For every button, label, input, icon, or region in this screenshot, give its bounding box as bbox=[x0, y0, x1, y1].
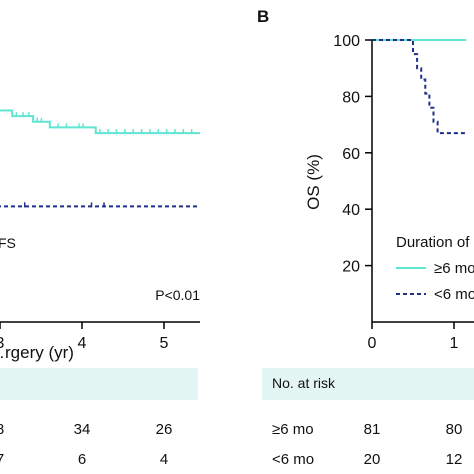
panel-a-risk-value: 6 bbox=[78, 451, 86, 468]
panel-b-y-axis-label: OS (%) bbox=[304, 154, 323, 210]
panel-b-legend-title: Duration of bbox=[396, 234, 470, 251]
panel-b-y-tick-label: 60 bbox=[342, 146, 360, 163]
panel-a-x-tick-label: 4 bbox=[78, 335, 87, 352]
panel-a-p-value: P<0.01 bbox=[155, 287, 200, 303]
panel-a-risk-header-band bbox=[0, 368, 198, 400]
panel-b-y-tick-label: 40 bbox=[342, 202, 360, 219]
panel-a-risk-value: 7 bbox=[0, 451, 4, 468]
panel-b-x-tick-label: 1 bbox=[450, 335, 459, 352]
panel-a-x-axis-label: …rgery (yr) bbox=[0, 343, 74, 362]
panel-b-y-tick-label: 100 bbox=[333, 33, 360, 50]
panel-b-risk-header-band bbox=[262, 368, 474, 400]
panel-b-risk-row-label: ≥6 mo bbox=[272, 421, 314, 438]
panel-a: 345 …rgery (yr) FS P<0.01 83426764 bbox=[0, 109, 200, 468]
panel-b-letter: B bbox=[257, 7, 269, 26]
panel-b-legend-box bbox=[388, 224, 474, 308]
panel-a-x-tick-label: 5 bbox=[160, 335, 169, 352]
panel-b-risk-value: 81 bbox=[364, 421, 381, 438]
panel-b-risk-row-label: <6 mo bbox=[272, 451, 314, 468]
panel-b-risk-value: 12 bbox=[446, 451, 463, 468]
panel-a-x-tick-label: 3 bbox=[0, 335, 5, 352]
panel-b-risk-value: 80 bbox=[446, 421, 463, 438]
panel-b-risk-value: 20 bbox=[364, 451, 381, 468]
panel-b-y-tick-label: 80 bbox=[342, 89, 360, 106]
panel-b-y-tick-label: 20 bbox=[342, 259, 360, 276]
panel-a-risk-value: 26 bbox=[156, 421, 173, 438]
panel-a-risk-value: 8 bbox=[0, 421, 4, 438]
panel-a-legend-fragment: FS bbox=[0, 235, 16, 251]
panel-b-legend-label: ≥6 mo bbox=[434, 260, 474, 277]
panel-a-risk-value: 4 bbox=[160, 451, 168, 468]
panel-b: B OS (%) 20 40 60 80 100 0 1 Duration of ≥6 m… bbox=[257, 7, 474, 468]
panel-b-x-tick-label: 0 bbox=[368, 335, 377, 352]
panel-a-risk-value: 34 bbox=[74, 421, 91, 438]
panel-b-risk-header: No. at risk bbox=[272, 375, 336, 391]
panel-b-legend-label: <6 mo bbox=[434, 286, 474, 303]
panel-b-series-1-line bbox=[372, 39, 467, 135]
